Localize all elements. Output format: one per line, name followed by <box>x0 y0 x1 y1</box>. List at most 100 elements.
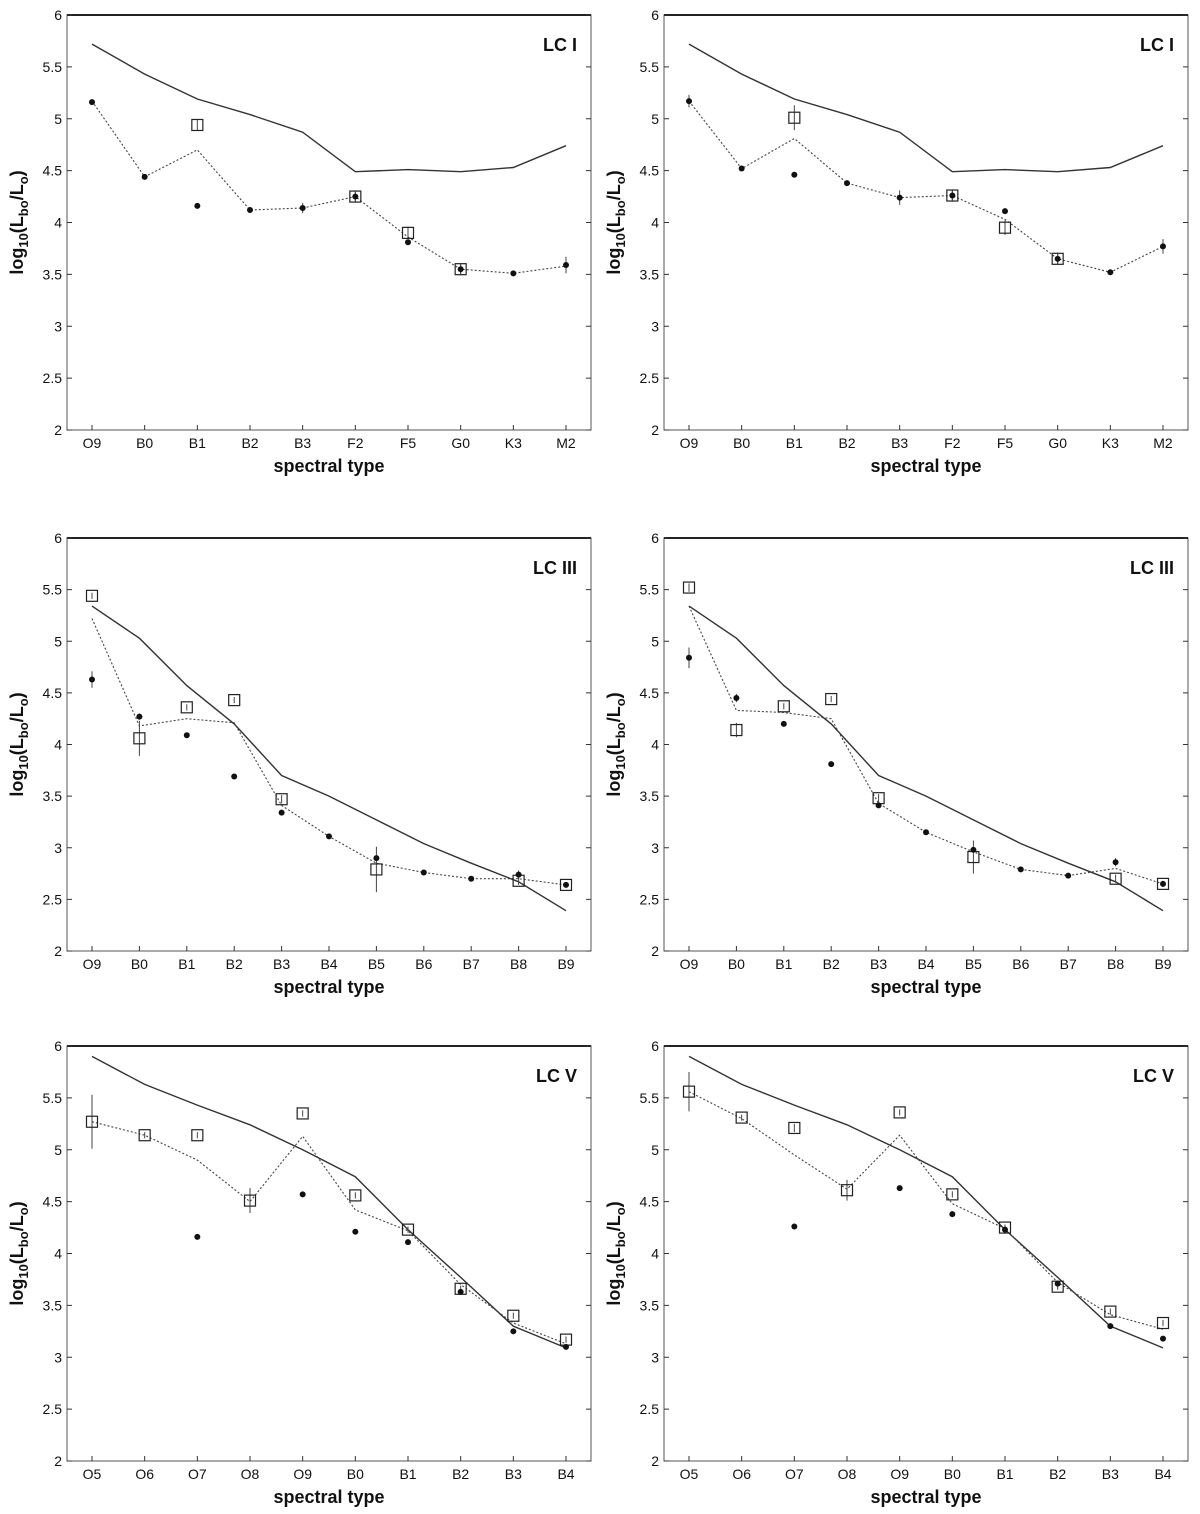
y-tick-label: 6 <box>54 7 62 23</box>
y-tick-label: 3 <box>54 1349 62 1365</box>
x-tick-label: B1 <box>399 1466 416 1482</box>
dot-marker <box>949 192 956 199</box>
dot-marker <box>1017 866 1024 873</box>
y-axis-label-part: (L <box>7 738 27 755</box>
y-tick-label: 3.5 <box>43 788 63 804</box>
x-tick-label: O9 <box>680 435 699 451</box>
panel-label: LC V <box>1133 1066 1174 1086</box>
x-tick-label: B2 <box>226 956 243 972</box>
dotted-series-line <box>91 1121 567 1345</box>
y-tick-label: 2.5 <box>640 891 660 907</box>
square-marker <box>788 1121 801 1135</box>
x-tick-label: B1 <box>996 1466 1013 1482</box>
y-axis-label-part: o <box>16 1207 31 1215</box>
y-tick-label: 3 <box>651 318 659 334</box>
y-tick-label: 4 <box>54 215 62 231</box>
x-tick-label: B0 <box>733 435 750 451</box>
y-tick-label: 4 <box>651 1246 659 1262</box>
y-tick-label: 4 <box>54 737 62 753</box>
y-tick-label: 5.5 <box>43 1090 63 1106</box>
square-marker <box>682 1085 696 1098</box>
dot-marker <box>923 829 929 836</box>
y-axis-label-part: bo <box>613 200 628 216</box>
y-axis-label-part: ) <box>7 170 27 176</box>
dot-marker <box>791 171 798 178</box>
square-marker <box>788 111 801 124</box>
y-tick-label: 3.5 <box>640 266 660 282</box>
dot-marker <box>89 99 95 106</box>
square-marker <box>180 701 193 714</box>
dot-marker <box>352 193 359 200</box>
y-axis-label-part: ) <box>604 170 624 176</box>
chart-panel-4: 2 2.5 3 3.5 4 4.5 5 5.5 6 O9 B0 B1 B2 B3 B4 B5 B6 B7 B8 B9 s… <box>604 530 1189 997</box>
y-axis-label: log10(Lbo/Lo) <box>604 1201 628 1305</box>
y-tick-label: 6 <box>651 7 659 23</box>
y-tick-label: 3.5 <box>640 788 660 804</box>
dot-marker <box>563 1343 569 1350</box>
y-tick-label: 5 <box>54 1142 62 1158</box>
square-marker <box>243 1194 257 1207</box>
x-tick-label: B9 <box>1154 956 1171 972</box>
y-axis-label-part: /L <box>604 706 624 722</box>
x-tick-label: B2 <box>1049 1466 1066 1482</box>
y-tick-label: 2 <box>651 1453 659 1469</box>
x-tick-label: B1 <box>775 956 792 972</box>
y-tick-label: 6 <box>651 1038 659 1054</box>
x-tick-label: O6 <box>732 1466 751 1482</box>
x-tick-label: M2 <box>556 435 576 451</box>
dot-marker <box>231 773 238 780</box>
y-axis-label-part: 10 <box>613 1264 628 1278</box>
y-tick-label: 5 <box>651 111 659 127</box>
dot-marker <box>828 761 835 768</box>
y-axis-label-part: (L <box>604 216 624 233</box>
x-tick-label: B3 <box>1102 1466 1119 1482</box>
x-tick-label: B4 <box>1154 1466 1171 1482</box>
x-tick-label: B3 <box>273 956 290 972</box>
dot-marker <box>510 1328 517 1335</box>
dot-marker <box>1160 880 1166 887</box>
y-tick-label: 4.5 <box>640 1194 660 1210</box>
square-marker <box>735 1111 748 1124</box>
square-marker <box>370 863 383 876</box>
y-axis-label-part: ) <box>7 692 27 698</box>
y-axis-label-part: o <box>613 1207 628 1215</box>
dotted-series-line <box>688 1091 1164 1330</box>
y-axis-label: log10(Lbo/Lo) <box>604 170 628 274</box>
y-axis-label-part: log <box>604 248 624 275</box>
y-tick-label: 4.5 <box>640 163 660 179</box>
dot-marker <box>468 875 475 882</box>
plot-frame <box>66 1045 592 1462</box>
y-axis-label-part: bo <box>16 722 31 738</box>
x-tick-label: B4 <box>320 956 337 972</box>
y-axis-label-part: bo <box>16 1231 31 1247</box>
x-tick-label: B4 <box>557 1466 574 1482</box>
x-tick-label: B0 <box>728 956 745 972</box>
y-tick-label: 3 <box>651 1349 659 1365</box>
plot-frame <box>66 537 592 952</box>
x-tick-label: O9 <box>890 1466 909 1482</box>
dot-marker <box>949 1211 956 1218</box>
y-tick-label: 3.5 <box>43 266 63 282</box>
y-tick-label: 5.5 <box>640 582 660 598</box>
chart-panel-2: 2 2.5 3 3.5 4 4.5 5 5.5 6 O9 B0 B1 B2 B3 F2 F5 G0 K3 M2 spe… <box>604 7 1189 476</box>
y-axis-label-part: log <box>604 1279 624 1306</box>
dot-marker <box>299 204 306 211</box>
dot-marker <box>1107 269 1114 276</box>
dot-marker <box>457 1288 464 1295</box>
square-marker <box>85 1115 99 1128</box>
dot-marker <box>896 194 903 201</box>
panel-label: LC III <box>1130 558 1174 578</box>
y-tick-label: 4 <box>651 215 659 231</box>
dotted-series-line <box>91 100 567 274</box>
dot-marker <box>89 676 95 683</box>
square-marker <box>296 1107 309 1120</box>
square-marker <box>825 692 838 706</box>
y-tick-label: 5.5 <box>640 1090 660 1106</box>
x-axis-label: spectral type <box>870 1487 981 1507</box>
chart-panel-6: 2 2.5 3 3.5 4 4.5 5 5.5 6 O5 O6 O7 O8 O9 B0 B1 B2 B3 B4 spe… <box>604 1038 1189 1507</box>
y-axis-label-part: 10 <box>16 233 31 247</box>
dot-marker <box>844 180 850 187</box>
dot-marker <box>686 654 692 661</box>
y-tick-label: 2.5 <box>43 891 63 907</box>
y-tick-label: 6 <box>651 530 659 546</box>
